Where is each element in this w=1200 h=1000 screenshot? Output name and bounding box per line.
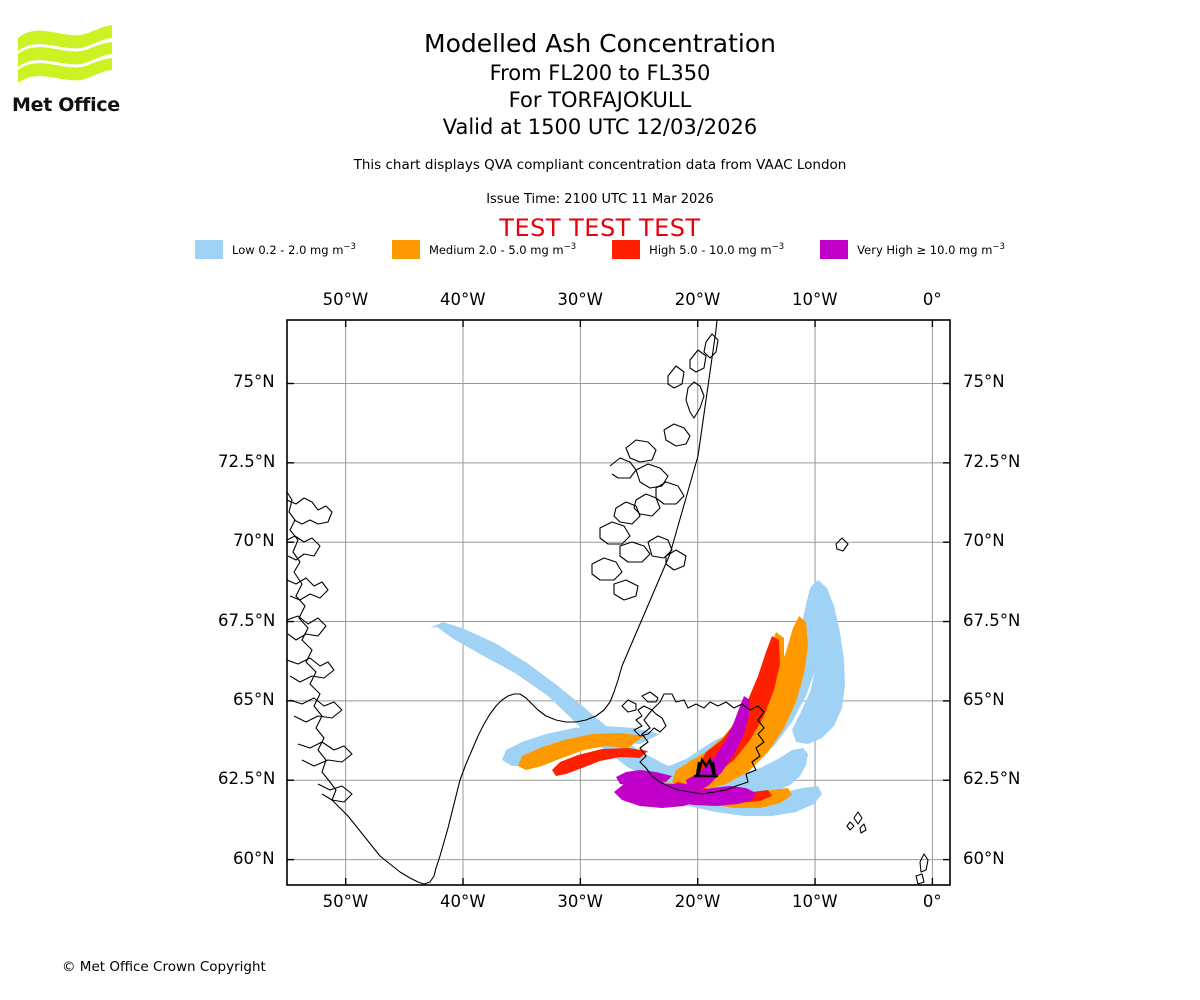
legend-label-high: High 5.0 - 10.0 mg m−3: [649, 242, 785, 257]
logo-waves-icon: [18, 25, 112, 83]
legend-swatch-high: [612, 240, 641, 259]
page-title: Modelled Ash Concentration: [424, 29, 776, 58]
legend-label-medium: Medium 2.0 - 5.0 mg m−3: [428, 242, 577, 257]
legend-item-medium: Medium 2.0 - 5.0 mg m−3: [391, 240, 612, 259]
x-tick-label-bottom-0: 50°W: [322, 892, 369, 911]
y-tick-label-right-5: 72.5°N: [963, 451, 1021, 471]
x-tick-label-top-0: 50°W: [322, 290, 369, 309]
copyright-text: © Met Office Crown Copyright: [62, 959, 266, 975]
legend-label-low: Low 0.2 - 2.0 mg m−3: [232, 242, 356, 257]
x-tick-label-top-2: 30°W: [557, 290, 603, 309]
volcano-marker-icon: [694, 757, 718, 778]
concentration-legend: Low 0.2 - 2.0 mg m−3 Medium 2.0 - 5.0 mg…: [0, 240, 1200, 259]
y-tick-label-right-3: 67.5°N: [963, 610, 1021, 630]
met-office-logo: Met Office: [10, 22, 140, 117]
legend-swatch-very-high: [820, 240, 849, 259]
y-tick-label-left-1: 62.5°N: [218, 769, 276, 789]
qva-compliance-note: This chart displays QVA compliant concen…: [353, 157, 847, 173]
legend-item-high: High 5.0 - 10.0 mg m−3: [612, 240, 820, 259]
y-tick-label-left-2: 65°N: [233, 689, 275, 709]
legend-swatch-medium: [391, 240, 420, 259]
y-tick-label-right-0: 60°N: [963, 848, 1005, 868]
y-tick-label-left-5: 72.5°N: [218, 451, 276, 471]
y-tick-label-left-0: 60°N: [233, 848, 275, 868]
title-volcano: For TORFAJOKULL: [508, 88, 692, 112]
legend-item-low: Low 0.2 - 2.0 mg m−3: [195, 240, 392, 259]
x-tick-label-top-4: 10°W: [792, 290, 838, 309]
x-tick-label-bottom-5: 0°: [922, 892, 942, 911]
y-tick-label-left-6: 75°N: [233, 372, 275, 392]
y-tick-label-left-4: 70°N: [233, 531, 275, 551]
y-tick-label-right-4: 70°N: [963, 531, 1005, 551]
title-valid-time: Valid at 1500 UTC 12/03/2026: [442, 115, 758, 139]
x-tick-label-bottom-3: 20°W: [674, 892, 721, 911]
test-banner: TEST TEST TEST: [499, 214, 701, 242]
legend-swatch-low: [195, 240, 224, 259]
y-tick-label-right-2: 65°N: [963, 689, 1005, 709]
logo-wordmark: Met Office: [12, 94, 120, 116]
chart-title-block: Modelled Ash Concentration From FL200 to…: [0, 28, 1200, 141]
x-tick-label-top-3: 20°W: [674, 290, 721, 309]
map-gridlines: [287, 320, 950, 885]
x-tick-label-bottom-4: 10°W: [792, 892, 838, 911]
title-flight-levels: From FL200 to FL350: [489, 61, 711, 85]
issue-time-text: Issue Time: 2100 UTC 11 Mar 2026: [486, 192, 714, 207]
coastlines: [287, 320, 929, 885]
y-tick-label-right-6: 75°N: [963, 372, 1005, 392]
x-tick-label-bottom-2: 30°W: [557, 892, 603, 911]
legend-item-very-high: Very High ≥ 10.0 mg m−3: [820, 240, 1005, 259]
map-frame: [286, 319, 951, 886]
y-tick-label-right-1: 62.5°N: [963, 769, 1021, 789]
legend-label-very-high: Very High ≥ 10.0 mg m−3: [857, 242, 1005, 257]
x-tick-label-bottom-1: 40°W: [440, 892, 486, 911]
x-tick-label-top-5: 0°: [922, 290, 942, 309]
y-tick-label-left-3: 67.5°N: [218, 610, 276, 630]
axis-ticks: [287, 320, 950, 885]
x-tick-label-top-1: 40°W: [440, 290, 486, 309]
